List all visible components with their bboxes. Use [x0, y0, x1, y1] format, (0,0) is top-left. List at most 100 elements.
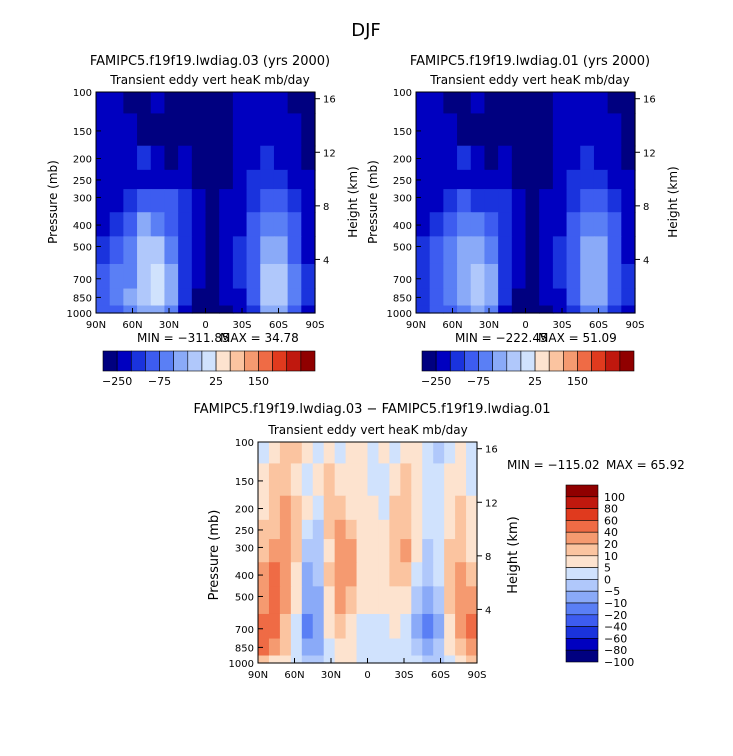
heatmap-cell [109, 212, 124, 237]
heatmap-cell [593, 305, 609, 314]
heatmap-cell [498, 263, 513, 290]
heatmap-cell [258, 613, 270, 640]
heatmap-cell [232, 305, 248, 314]
heatmap-cell [539, 263, 554, 290]
heatmap-cell [219, 288, 234, 307]
heatmap-cell [258, 442, 270, 465]
heatmap-cell [150, 113, 166, 147]
heatmap-cell [279, 463, 292, 497]
y-tick-label-right: 12 [643, 148, 656, 159]
heatmap-cell [511, 169, 527, 190]
heatmap-cell [498, 92, 513, 115]
colorbar-swatch [548, 350, 564, 372]
heatmap-cell [511, 212, 527, 237]
y-axis-label-right: Height (km) [666, 166, 680, 237]
heatmap-cell [552, 305, 568, 314]
heatmap-cell [378, 655, 390, 664]
heatmap-cell [178, 113, 193, 147]
colorbar-label: −75 [148, 375, 171, 388]
heatmap-cell [466, 655, 478, 664]
colorbar-label: 25 [528, 375, 542, 388]
heatmap-cell [525, 169, 540, 190]
heatmap-cell [429, 288, 444, 307]
heatmap-cell [607, 236, 622, 265]
heatmap-cell [334, 519, 347, 540]
heatmap-cell [312, 495, 325, 521]
heatmap-cell [287, 236, 302, 265]
heatmap-cell [400, 655, 412, 664]
heatmap-cell [444, 463, 456, 497]
y-tick-label-right: 4 [643, 255, 649, 266]
heatmap-cell [334, 638, 347, 657]
heatmap-cell [411, 539, 423, 563]
heatmap-cell [484, 305, 499, 314]
heatmap-cell [246, 236, 261, 265]
heatmap-cell [552, 189, 568, 213]
colorbar-swatch [102, 350, 118, 372]
heatmap-cell [312, 586, 325, 615]
heatmap-cell [260, 113, 275, 147]
heatmap-cell [273, 305, 289, 314]
heatmap-cell [219, 169, 234, 190]
colorbar-swatch [591, 350, 607, 372]
heatmap-cell [466, 613, 478, 640]
heatmap-cell [433, 442, 445, 465]
heatmap-cell [273, 169, 289, 190]
heatmap-cell [422, 442, 434, 465]
heatmap-cell [429, 145, 444, 171]
heatmap-cell [457, 288, 472, 307]
heatmap-cell [580, 288, 595, 307]
heatmap-cell [566, 305, 581, 314]
heatmap-cell [367, 539, 380, 563]
heatmap-cell [345, 562, 358, 587]
y-tick-label: 850 [393, 293, 412, 304]
heatmap-cell [411, 613, 423, 640]
y-tick-label: 250 [235, 526, 254, 537]
heatmap-cell [123, 113, 138, 147]
heatmap-cell [279, 519, 292, 540]
heatmap-cell [164, 263, 179, 290]
heatmap-cell [455, 442, 467, 465]
heatmap-cell [498, 305, 513, 314]
heatmap-cell [323, 519, 336, 540]
panel-title: FAMIPC5.f19f19.lwdiag.01 (yrs 2000) [410, 54, 650, 69]
heatmap-cell [219, 305, 234, 314]
heatmap-cell [484, 288, 499, 307]
heatmap-cell [191, 263, 207, 290]
heatmap-cell [273, 189, 289, 213]
heatmap-cell [416, 189, 431, 213]
heatmap-cell [312, 463, 325, 497]
heatmap-cell [287, 189, 302, 213]
heatmap-cell [511, 189, 527, 213]
heatmap-cell [109, 92, 124, 115]
heatmap-cell [455, 638, 467, 657]
heatmap-cell [287, 169, 302, 190]
heatmap-cell [367, 586, 380, 615]
heatmap-cell [279, 495, 292, 521]
colorbar-swatch [565, 579, 599, 592]
heatmap-cell [525, 113, 540, 147]
heatmap-cell [109, 169, 124, 190]
colorbar-swatch [478, 350, 493, 372]
heatmap-cell [411, 463, 423, 497]
heatmap-cell [334, 613, 347, 640]
heatmap-cell [607, 92, 622, 115]
heatmap-cell [96, 145, 111, 171]
heatmap-cell [552, 169, 568, 190]
heatmap-cell [566, 169, 581, 190]
heatmap-cell [580, 113, 595, 147]
heatmap-cell [378, 613, 390, 640]
y-tick-label: 400 [393, 221, 412, 232]
heatmap-cell [301, 189, 316, 213]
y-tick-label-right: 16 [643, 95, 656, 106]
heatmap-cell [123, 145, 138, 171]
heatmap-cell [290, 638, 303, 657]
heatmap-cell [621, 145, 636, 171]
heatmap-cell [290, 539, 303, 563]
heatmap-cell [525, 305, 540, 314]
heatmap-cell [378, 638, 390, 657]
heatmap-cell [301, 463, 314, 497]
heatmap-cell [290, 562, 303, 587]
heatmap-cell [580, 145, 595, 171]
heatmap-cell [150, 236, 166, 265]
